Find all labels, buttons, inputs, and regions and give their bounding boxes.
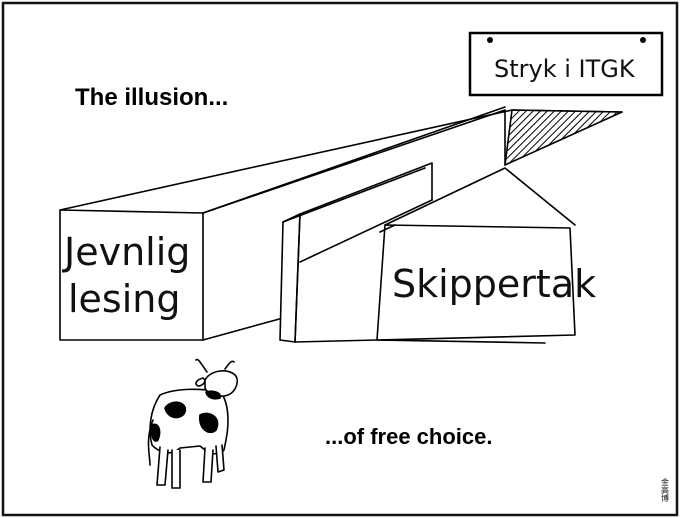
artist-signature: 金高博 bbox=[661, 477, 670, 503]
cow-illustration bbox=[147, 358, 238, 489]
sign-label: Stryk i ITGK bbox=[494, 55, 636, 83]
ground-line bbox=[294, 339, 378, 343]
caption-top: The illusion... bbox=[75, 84, 228, 111]
left-wall bbox=[59, 106, 623, 341]
right-wall bbox=[376, 167, 576, 344]
right-wall-label: Skippertak bbox=[392, 262, 596, 306]
corridor-end-shadow bbox=[504, 109, 623, 166]
left-wall-label-line2: lesing bbox=[68, 277, 181, 321]
destination-sign bbox=[468, 31, 664, 97]
left-wall-label-line1: Jevnlig bbox=[62, 230, 190, 274]
caption-bottom: ...of free choice. bbox=[325, 424, 493, 449]
